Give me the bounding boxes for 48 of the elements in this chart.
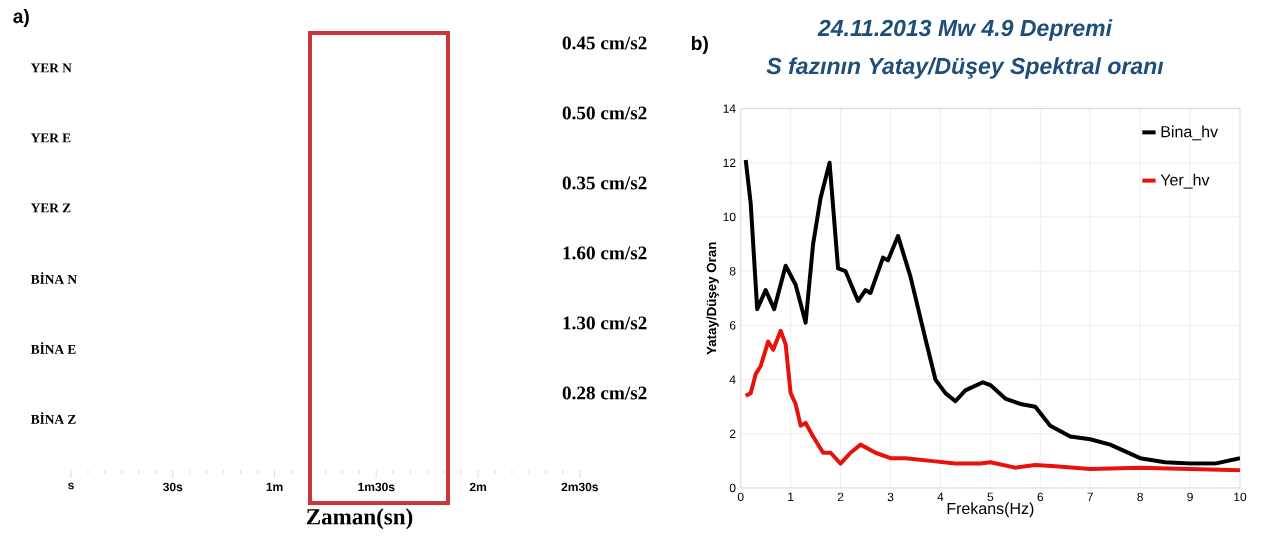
- x-tick-label: 4: [937, 492, 944, 501]
- text: BİNA Z: [30, 412, 76, 424]
- x-tick-label: 0: [737, 492, 744, 502]
- legend-label: Yer_hv: [1160, 173, 1210, 189]
- x-tick-label: 5: [987, 492, 994, 502]
- y-tick-label: 8: [729, 266, 736, 276]
- text: 0.50 cm/s2: [562, 106, 647, 120]
- x-axis-title: Frekans(Hz): [947, 502, 1034, 518]
- y-tick-label: 6: [729, 321, 736, 330]
- category-label: 1m: [266, 482, 283, 491]
- x-tick-label: 9: [1187, 492, 1193, 502]
- text: 1.60 cm/s2: [563, 246, 647, 260]
- x-tick-label: 8: [1137, 492, 1143, 502]
- x-tick-label: 2: [837, 492, 844, 502]
- x-tick-label: 6: [1037, 492, 1044, 502]
- category-label: 2m: [469, 482, 486, 492]
- y-axis-title: Yatay/Düşey Oran: [706, 242, 719, 355]
- category-label: 1m30s: [358, 482, 395, 492]
- category-label: 2m30s: [561, 482, 599, 492]
- category-label: 30s: [163, 482, 183, 492]
- y-tick-label: 0: [729, 483, 736, 493]
- text: 0.45 cm/s2: [562, 36, 647, 50]
- y-tick-label: 14: [723, 104, 736, 113]
- text: BİNA N: [30, 272, 77, 284]
- text: 0.28 cm/s2: [562, 386, 647, 400]
- text: YER Z: [30, 203, 71, 213]
- text: b): [691, 36, 708, 54]
- x-tick-label: 10: [1234, 492, 1247, 502]
- y-tick-label: 10: [723, 212, 736, 222]
- text: 1.30 cm/s2: [563, 316, 647, 330]
- category-label: s: [68, 482, 74, 490]
- y-tick-label: 4: [729, 375, 736, 384]
- x-tick-label: 1: [788, 492, 794, 501]
- legend-label: Bina_hv: [1161, 125, 1219, 141]
- text: a): [13, 9, 29, 27]
- line-series: [743, 328, 1240, 473]
- line-series: [743, 158, 1240, 466]
- text: YER E: [30, 133, 71, 143]
- y-tick-label: 2: [729, 429, 736, 438]
- x-tick-label: 7: [1087, 492, 1093, 501]
- y-tick-label: 12: [723, 158, 736, 167]
- text: 0.35 cm/s2: [562, 176, 647, 190]
- text: BİNA E: [30, 342, 76, 354]
- text: YER N: [30, 63, 72, 73]
- x-tick-label: 3: [887, 492, 894, 502]
- chart-title: 24.11.2013 Mw 4.9 Depremi: [817, 19, 1113, 41]
- text: Zaman(sn): [306, 508, 413, 530]
- chart-subtitle: S fazının Yatay/Düşey Spektral oranı: [766, 57, 1164, 79]
